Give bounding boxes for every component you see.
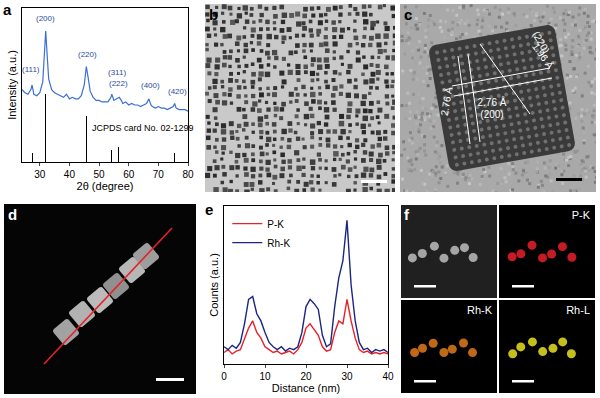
svg-text:P-K: P-K: [572, 209, 591, 221]
svg-text:(311): (311): [108, 68, 126, 77]
svg-text:30: 30: [34, 169, 46, 180]
svg-text:Intensity (a.u.): Intensity (a.u.): [6, 50, 18, 120]
svg-text:70: 70: [153, 169, 165, 180]
html-text:c: c: [404, 6, 413, 23]
svg-text:40: 40: [382, 371, 394, 382]
html-text:d: d: [8, 206, 18, 223]
svg-text:10: 10: [259, 371, 271, 382]
svg-text:2.76 Å: 2.76 Å: [478, 96, 507, 108]
svg-text:2θ (degree): 2θ (degree): [77, 180, 134, 192]
svg-text:(420): (420): [168, 87, 187, 96]
svg-text:(220): (220): [530, 29, 552, 56]
svg-text:(200): (200): [36, 14, 55, 23]
svg-text:50: 50: [94, 169, 106, 180]
svg-text:Rh-K: Rh-K: [467, 304, 493, 316]
svg-text:(111): (111): [22, 65, 40, 74]
svg-text:80: 80: [182, 169, 194, 180]
svg-text:P-K: P-K: [267, 219, 284, 230]
svg-text:Rh-K: Rh-K: [267, 238, 290, 249]
svg-text:JCPDS card No. 02-1299: JCPDS card No. 02-1299: [92, 123, 194, 133]
svg-text:30: 30: [341, 371, 353, 382]
svg-text:1.96 Å: 1.96 Å: [530, 40, 557, 71]
html-text:e: e: [205, 201, 214, 218]
svg-text:2.76 Å: 2.76 Å: [438, 86, 455, 117]
svg-text:(222): (222): [109, 79, 128, 88]
svg-text:Rh-L: Rh-L: [566, 304, 590, 316]
svg-text:40: 40: [64, 169, 76, 180]
svg-text:20: 20: [300, 371, 312, 382]
svg-text:0: 0: [221, 371, 227, 382]
svg-text:Distance (nm): Distance (nm): [272, 382, 340, 394]
svg-text:(200): (200): [480, 109, 503, 120]
html-text:b: b: [209, 6, 219, 23]
html-text:f: f: [404, 206, 409, 223]
svg-text:Counts (a.u.): Counts (a.u.): [208, 253, 220, 317]
svg-text:(220): (220): [78, 50, 97, 59]
svg-text:60: 60: [123, 169, 135, 180]
svg-text:(400): (400): [141, 81, 160, 90]
html-text:a: a: [3, 1, 12, 18]
